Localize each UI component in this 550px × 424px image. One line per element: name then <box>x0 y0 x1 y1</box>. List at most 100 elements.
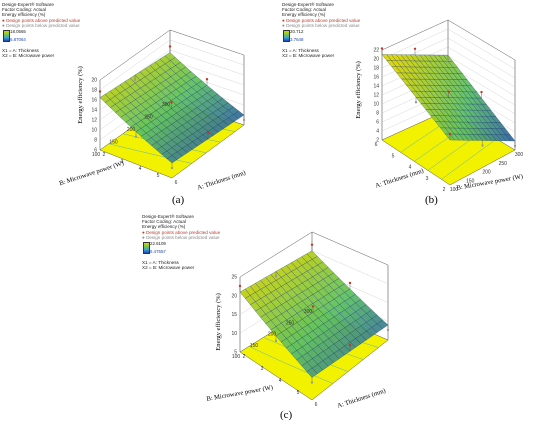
response-surface <box>239 250 389 378</box>
y-axis-label: B: Microwave power (W) <box>206 384 274 403</box>
z-tick-label: 18 <box>373 66 379 72</box>
z-tick-label: 6 <box>376 120 379 126</box>
legend-coding: Factor Coding: Actual <box>2 7 46 13</box>
z-gridline <box>381 19 516 61</box>
z-tick-label: 14 <box>373 84 379 90</box>
legend-x1: X1 = A: Thickness <box>2 48 39 53</box>
legend-factors-c: X1 = A: Thickness X2 = B: Microwave powe… <box>142 260 194 270</box>
x-tick-label: 2 <box>103 152 106 158</box>
legend-software: Design-Expert® Software <box>282 2 334 7</box>
y-tick-label: 150 <box>250 343 259 349</box>
y-tick-label: 200 <box>482 170 491 176</box>
legend-above: ● Design points above predicted value <box>282 17 361 23</box>
z-tick-label: 15 <box>231 312 237 318</box>
x-axis-label: A: Thickness (mm) <box>374 167 424 189</box>
legend-x2: X2 = B: Microwave power <box>142 265 195 271</box>
design-point-above <box>98 90 102 93</box>
chart-panel-c: Design-Expert® Software Factor Coding: A… <box>140 212 410 424</box>
design-point-below <box>414 101 418 104</box>
z-tick-label: 10 <box>91 128 97 134</box>
caption-b: (b) <box>425 194 438 206</box>
colorbar-min-b: 3.7648 <box>290 37 304 42</box>
z-tick-label: 10 <box>231 331 237 337</box>
legend-x1: X1 = A: Thickness <box>142 260 179 265</box>
design-point-below <box>274 275 278 278</box>
colorbar-max-a: 18.0565 <box>10 29 26 34</box>
design-point-below <box>242 118 246 122</box>
y-tick-label: 200 <box>268 332 277 338</box>
design-point-above <box>348 281 352 285</box>
design-point-below <box>386 328 390 332</box>
colorbar-min-c: 6.47657 <box>150 249 166 254</box>
design-point-below <box>134 135 138 138</box>
design-point-below <box>274 339 278 343</box>
legend-above: ● Design points above predicted value <box>2 17 81 23</box>
z-tick-label: 5 <box>234 350 237 356</box>
legend-below: ● Design points below predicted value <box>142 234 220 240</box>
x-axis-label: A: Thickness (mm) <box>196 169 246 191</box>
y-tick-label: 150 <box>466 178 475 184</box>
z-tick-label: 6 <box>94 148 97 154</box>
legend-response: Energy efficiency (%) <box>282 12 326 18</box>
floor-contour <box>108 143 192 164</box>
design-point-above <box>413 47 417 50</box>
colorbar-max-b: 20.712 <box>290 29 304 34</box>
legend-x2: X2 = B: Microwave power <box>2 53 55 59</box>
design-point-above <box>311 305 315 308</box>
z-tick-label: 4 <box>376 129 379 135</box>
legend-below: ● Design points below predicted value <box>2 22 80 28</box>
design-point-above <box>238 284 242 288</box>
y-tick-label: 200 <box>127 127 136 133</box>
chart-panel-b: Design-Expert® Software Factor Coding: A… <box>280 0 550 212</box>
colorbar-min-a: 6.87064 <box>10 37 26 42</box>
z-tick-label: 14 <box>91 108 97 114</box>
floor-contour <box>441 138 497 180</box>
legend-response: Energy efficiency (%) <box>2 12 46 18</box>
x-tick-label: 5 <box>297 390 300 396</box>
design-point-above <box>168 45 172 48</box>
z-axis-label: Energy efficiency (%) <box>77 66 84 124</box>
x-tick-label: 4 <box>139 166 142 172</box>
design-point-above <box>170 101 173 104</box>
z-tick-label: 25 <box>231 275 237 281</box>
colorbar-a <box>3 30 10 42</box>
colorbar-b <box>283 30 290 42</box>
x-tick-label: 4 <box>279 378 282 384</box>
x-tick-label: 3 <box>426 176 429 182</box>
floor-projection <box>381 109 516 186</box>
z-gridline <box>239 231 389 278</box>
z-tick-label: 20 <box>91 78 97 84</box>
floor-contour <box>248 346 333 384</box>
design-point-below <box>310 381 314 384</box>
legend-above: ● Design points above predicted value <box>142 229 221 235</box>
z-tick-label: 8 <box>94 138 97 144</box>
legend-x1: X1 = A: Thickness <box>282 48 319 53</box>
legend-below: ● Design points below predicted value <box>282 22 360 28</box>
z-gridline <box>381 28 516 70</box>
design-point-above <box>380 47 384 50</box>
colorbar-max-c: 22.6109 <box>150 241 166 246</box>
y-tick-label: 250 <box>286 320 295 326</box>
z-tick-label: 18 <box>91 88 97 94</box>
response-surface <box>381 54 516 142</box>
x-tick-label: 6 <box>315 402 318 408</box>
x-tick-label: 2 <box>443 187 446 193</box>
surface-plot-c: 5 10 15 20 25 2 3 4 5 6 100 150 200 250 300 Energy effi… <box>206 231 390 410</box>
z-tick-label: 16 <box>91 98 97 104</box>
x-tick-label: 3 <box>121 159 124 165</box>
x-axis-label: A: Thickness (mm) <box>336 387 386 409</box>
y-tick-label: 300 <box>162 102 171 108</box>
legend-b: Design-Expert® Software Factor Coding: A… <box>282 2 360 28</box>
design-point-above <box>480 90 483 94</box>
x-tick-label: 6 <box>375 142 378 148</box>
caption-a: (a) <box>172 194 185 206</box>
design-point-above <box>205 78 209 81</box>
z-tick-label: 20 <box>231 293 237 299</box>
z-gridline <box>99 39 245 91</box>
design-point-below <box>481 144 484 147</box>
z-axis-label: Energy efficiency (%) <box>215 293 222 351</box>
y-tick-label: 300 <box>304 309 313 315</box>
design-point-below <box>513 144 517 148</box>
y-axis-label: B: Microwave power (W) <box>58 160 124 187</box>
legend-factors-a: X1 = A: Thickness X2 = B: Microwave powe… <box>2 48 54 58</box>
